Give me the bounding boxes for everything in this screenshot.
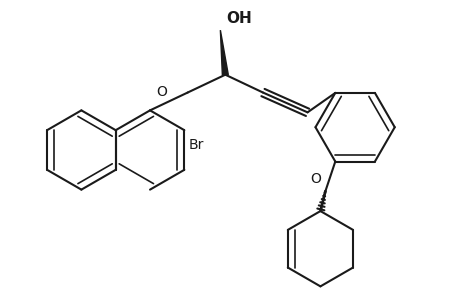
Polygon shape: [220, 30, 228, 75]
Text: O: O: [310, 172, 321, 186]
Text: OH: OH: [226, 11, 252, 26]
Text: O: O: [156, 85, 167, 100]
Text: Br: Br: [188, 138, 203, 152]
